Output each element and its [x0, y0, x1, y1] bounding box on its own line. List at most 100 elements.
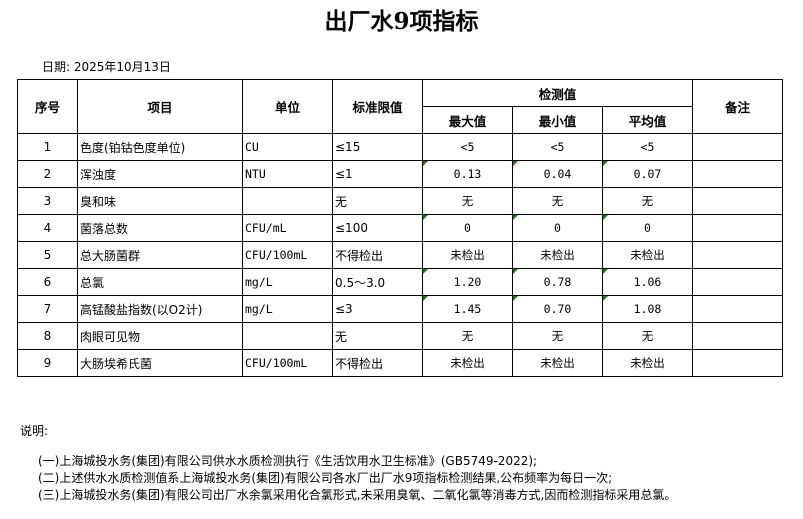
- table-row: 6 总氯 mg/L 0.5～3.0 1.20 0.78 1.06: [17, 268, 783, 296]
- cell-text: NTU: [245, 167, 266, 181]
- cell-text: mg/L: [245, 302, 273, 316]
- cell-avg: 0.07: [602, 160, 693, 188]
- cell-remark: [692, 241, 783, 269]
- cell-flag-icon: [513, 296, 518, 301]
- note-1: (一)上海城投水务(集团)有限公司供水水质检测执行《生活饮用水卫生标准》(GB5…: [38, 454, 538, 468]
- cell-min: <5: [512, 133, 603, 161]
- cell-flag-icon: [603, 269, 608, 274]
- cell-text: 无: [551, 329, 564, 343]
- header-remark: 备注: [692, 79, 783, 134]
- cell-min: 无: [512, 322, 603, 350]
- cell-text: 大肠埃希氏菌: [80, 356, 153, 371]
- cell-text: 6: [43, 275, 52, 289]
- cell-unit: mg/L: [242, 295, 333, 323]
- cell-unit: [242, 187, 333, 215]
- cell-remark: [692, 268, 783, 296]
- cell-limit: ≤100: [332, 214, 423, 242]
- cell-text: 0.13: [453, 167, 482, 181]
- cell-text: 1.45: [453, 302, 482, 316]
- table-row: 5 总大肠菌群 CFU/100mL 不得检出 未检出 未检出 未检出: [17, 241, 783, 269]
- cell-text: <5: [460, 140, 475, 154]
- cell-text: 未检出: [450, 248, 485, 262]
- cell-avg: 0: [602, 214, 693, 242]
- cell-item: 浑浊度: [77, 160, 243, 188]
- cell-max: 0.13: [422, 160, 513, 188]
- cell-item: 高锰酸盐指数(以O2计): [77, 295, 243, 323]
- cell-limit: 0.5～3.0: [332, 268, 423, 296]
- cell-seq: 8: [17, 322, 78, 350]
- cell-text: <5: [640, 140, 655, 154]
- cell-text: CFU/mL: [245, 221, 287, 235]
- cell-seq: 9: [17, 349, 78, 377]
- cell-text: 7: [43, 302, 52, 316]
- cell-unit: CFU/100mL: [242, 241, 333, 269]
- cell-text: 1.06: [633, 275, 662, 289]
- header-min: 最小值: [512, 106, 603, 134]
- cell-text: <5: [550, 140, 565, 154]
- cell-unit: NTU: [242, 160, 333, 188]
- cell-seq: 6: [17, 268, 78, 296]
- cell-text: 无: [335, 329, 348, 344]
- header-seq: 序号: [17, 79, 78, 134]
- cell-remark: [692, 349, 783, 377]
- cell-text: 0: [464, 221, 471, 235]
- cell-limit: 无: [332, 322, 423, 350]
- cell-text: 不得检出: [335, 356, 384, 371]
- cell-flag-icon: [513, 269, 518, 274]
- cell-seq: 2: [17, 160, 78, 188]
- cell-flag-icon: [603, 296, 608, 301]
- cell-limit: ≤15: [332, 133, 423, 161]
- table-row: 1 色度(铂钴色度单位) CU ≤15 <5 <5 <5: [17, 133, 783, 161]
- cell-item: 大肠埃希氏菌: [77, 349, 243, 377]
- cell-text: 总氯: [80, 275, 105, 290]
- cell-min: 无: [512, 187, 603, 215]
- cell-text: 未检出: [540, 248, 575, 262]
- header-max: 最大值: [422, 106, 513, 134]
- cell-seq: 7: [17, 295, 78, 323]
- cell-text: 1: [43, 140, 52, 154]
- cell-unit: CU: [242, 133, 333, 161]
- cell-text: 0.07: [633, 167, 662, 181]
- cell-text: 0.04: [543, 167, 572, 181]
- cell-seq: 4: [17, 214, 78, 242]
- report-date: 日期: 2025年10月13日: [42, 60, 171, 74]
- cell-text: 浑浊度: [80, 167, 117, 182]
- cell-remark: [692, 214, 783, 242]
- cell-text: 色度(铂钴色度单位): [80, 140, 186, 155]
- cell-text: 未检出: [450, 356, 485, 370]
- cell-flag-icon: [423, 269, 428, 274]
- cell-text: 未检出: [630, 248, 665, 262]
- cell-text: 0.78: [543, 275, 572, 289]
- cell-avg: 无: [602, 187, 693, 215]
- cell-text: 未检出: [540, 356, 575, 370]
- cell-item: 总大肠菌群: [77, 241, 243, 269]
- cell-max: 1.20: [422, 268, 513, 296]
- cell-avg: 1.06: [602, 268, 693, 296]
- cell-text: ≤3: [335, 302, 353, 316]
- cell-text: CU: [245, 140, 259, 154]
- cell-remark: [692, 295, 783, 323]
- cell-text: 9: [43, 356, 52, 370]
- cell-min: 0: [512, 214, 603, 242]
- cell-limit: 不得检出: [332, 241, 423, 269]
- cell-text: 肉眼可见物: [80, 329, 141, 344]
- cell-max: 0: [422, 214, 513, 242]
- cell-item: 臭和味: [77, 187, 243, 215]
- cell-text: 8: [43, 329, 52, 343]
- cell-max: 未检出: [422, 241, 513, 269]
- cell-flag-icon: [603, 215, 608, 220]
- cell-avg: 未检出: [602, 349, 693, 377]
- cell-limit: ≤3: [332, 295, 423, 323]
- cell-max: 无: [422, 187, 513, 215]
- cell-remark: [692, 160, 783, 188]
- table-row: 7 高锰酸盐指数(以O2计) mg/L ≤3 1.45 0.70 1.08: [17, 295, 783, 323]
- cell-flag-icon: [423, 161, 428, 166]
- cell-remark: [692, 133, 783, 161]
- cell-text: ≤1: [335, 167, 353, 181]
- cell-text: ≤15: [335, 140, 361, 154]
- cell-min: 未检出: [512, 349, 603, 377]
- cell-text: 1.08: [633, 302, 662, 316]
- cell-unit: mg/L: [242, 268, 333, 296]
- cell-text: 总大肠菌群: [80, 248, 141, 263]
- cell-avg: <5: [602, 133, 693, 161]
